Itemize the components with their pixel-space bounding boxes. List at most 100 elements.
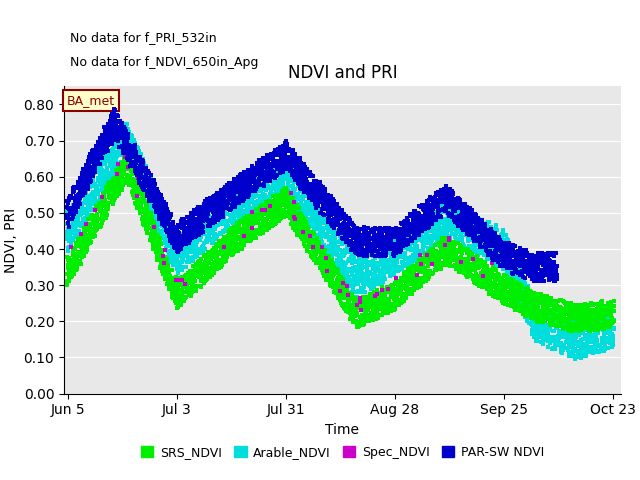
PAR-SW NDVI (306, 184, 316, 192)
SRS_NDVI (234, 235, 244, 242)
SRS_NDVI (527, 310, 538, 318)
PAR-SW NDVI (138, 181, 148, 189)
Arable_NDVI (300, 209, 310, 216)
PAR-SW NDVI (513, 248, 524, 255)
PAR-SW NDVI (107, 129, 117, 137)
SRS_NDVI (295, 215, 305, 223)
Arable_NDVI (322, 219, 332, 227)
PAR-SW NDVI (169, 243, 179, 251)
Arable_NDVI (308, 231, 318, 239)
SRS_NDVI (332, 267, 342, 275)
PAR-SW NDVI (384, 235, 394, 242)
Arable_NDVI (190, 215, 200, 223)
PAR-SW NDVI (177, 242, 187, 250)
SRS_NDVI (249, 211, 259, 219)
SRS_NDVI (362, 296, 372, 303)
Arable_NDVI (494, 246, 504, 253)
PAR-SW NDVI (139, 175, 149, 183)
SRS_NDVI (198, 265, 209, 273)
Arable_NDVI (488, 248, 499, 256)
SRS_NDVI (410, 265, 420, 273)
Arable_NDVI (212, 214, 222, 221)
PAR-SW NDVI (330, 209, 340, 217)
SRS_NDVI (161, 256, 172, 264)
Arable_NDVI (152, 216, 162, 224)
Arable_NDVI (111, 156, 121, 164)
Arable_NDVI (225, 205, 236, 213)
PAR-SW NDVI (83, 170, 93, 178)
PAR-SW NDVI (307, 196, 317, 204)
PAR-SW NDVI (463, 231, 474, 239)
SRS_NDVI (164, 273, 174, 281)
PAR-SW NDVI (374, 228, 385, 236)
Arable_NDVI (391, 245, 401, 252)
Arable_NDVI (68, 237, 78, 244)
Arable_NDVI (319, 218, 329, 226)
SRS_NDVI (455, 256, 465, 264)
SRS_NDVI (314, 238, 324, 246)
Arable_NDVI (447, 214, 458, 222)
Arable_NDVI (225, 216, 236, 224)
PAR-SW NDVI (529, 275, 539, 282)
SRS_NDVI (515, 287, 525, 294)
SRS_NDVI (168, 280, 179, 288)
Arable_NDVI (117, 162, 127, 169)
SRS_NDVI (251, 205, 261, 213)
PAR-SW NDVI (164, 230, 174, 238)
Arable_NDVI (327, 240, 337, 248)
PAR-SW NDVI (179, 237, 189, 244)
Arable_NDVI (357, 260, 367, 268)
PAR-SW NDVI (111, 126, 122, 134)
PAR-SW NDVI (296, 179, 307, 186)
PAR-SW NDVI (531, 255, 541, 263)
SRS_NDVI (571, 311, 581, 319)
PAR-SW NDVI (146, 178, 156, 185)
SRS_NDVI (71, 252, 81, 259)
PAR-SW NDVI (265, 154, 275, 162)
PAR-SW NDVI (193, 208, 203, 216)
SRS_NDVI (216, 245, 226, 253)
SRS_NDVI (551, 301, 561, 309)
SRS_NDVI (414, 264, 424, 272)
SRS_NDVI (490, 265, 500, 273)
SRS_NDVI (104, 192, 115, 199)
PAR-SW NDVI (331, 203, 341, 211)
SRS_NDVI (207, 251, 217, 259)
SRS_NDVI (472, 252, 482, 260)
Arable_NDVI (249, 178, 259, 185)
SRS_NDVI (244, 214, 254, 222)
PAR-SW NDVI (447, 197, 458, 204)
Arable_NDVI (216, 217, 227, 225)
Arable_NDVI (558, 342, 568, 350)
Arable_NDVI (340, 246, 350, 253)
Arable_NDVI (82, 192, 92, 200)
SRS_NDVI (128, 177, 138, 185)
Arable_NDVI (477, 221, 487, 228)
PAR-SW NDVI (516, 254, 527, 262)
Arable_NDVI (438, 230, 448, 238)
PAR-SW NDVI (394, 240, 404, 247)
PAR-SW NDVI (357, 237, 367, 244)
Arable_NDVI (337, 267, 348, 275)
Arable_NDVI (254, 179, 264, 187)
SRS_NDVI (109, 180, 120, 188)
PAR-SW NDVI (532, 265, 543, 273)
PAR-SW NDVI (165, 237, 175, 244)
Arable_NDVI (227, 206, 237, 214)
Arable_NDVI (311, 218, 321, 226)
Arable_NDVI (177, 252, 188, 260)
Arable_NDVI (285, 173, 296, 181)
PAR-SW NDVI (396, 228, 406, 236)
PAR-SW NDVI (68, 186, 78, 193)
PAR-SW NDVI (524, 264, 534, 272)
PAR-SW NDVI (452, 204, 463, 211)
PAR-SW NDVI (311, 190, 321, 198)
Arable_NDVI (161, 211, 172, 218)
Arable_NDVI (220, 226, 230, 234)
SRS_NDVI (583, 322, 593, 330)
PAR-SW NDVI (134, 163, 145, 171)
SRS_NDVI (449, 240, 459, 248)
SRS_NDVI (464, 252, 474, 260)
SRS_NDVI (308, 254, 319, 262)
Arable_NDVI (552, 337, 562, 345)
